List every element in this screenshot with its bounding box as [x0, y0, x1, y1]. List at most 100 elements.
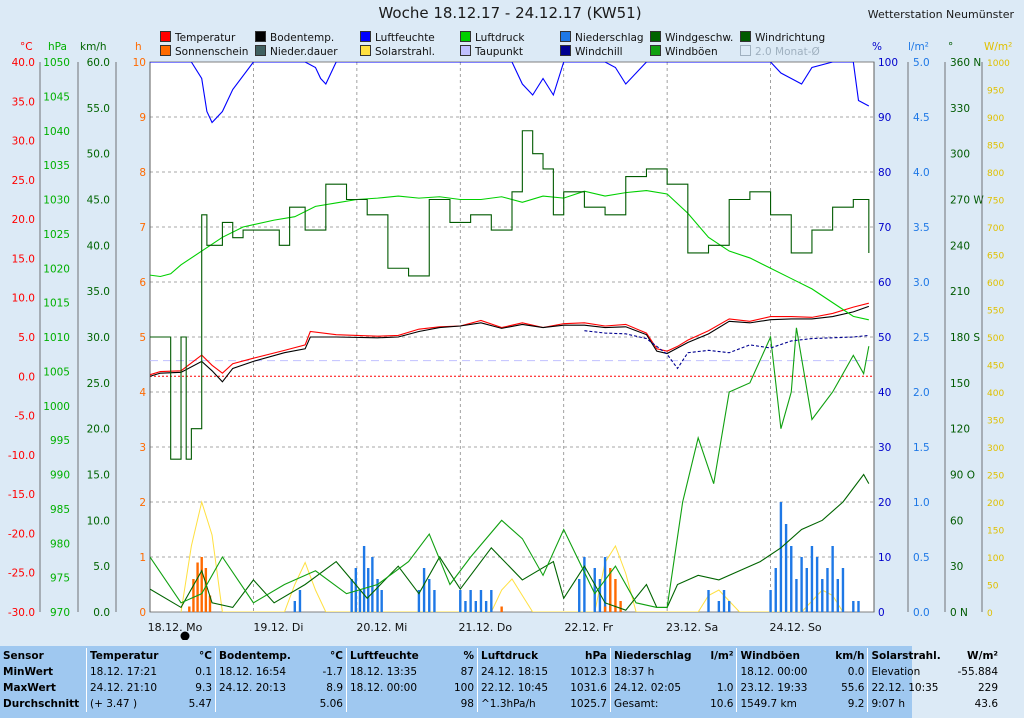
day-label: 19.12. Di — [253, 621, 303, 634]
stats-header: Bodentemp. — [215, 648, 304, 664]
bar-Sonnenschein — [614, 579, 617, 612]
bar-Niederschlag — [774, 568, 777, 612]
stats-row: MaxWert 24.12. 21:10 9.3 24.12. 20:13 8.9 18.… — [0, 680, 1001, 696]
axis-tick-sun: 9 — [139, 112, 146, 124]
series-Bodentemp. — [150, 305, 870, 383]
bar-Niederschlag — [784, 524, 788, 612]
bar-Niederschlag — [598, 579, 602, 612]
stats-cell-value: 43.6 — [974, 698, 999, 710]
axis-tick-humidity: 60 — [878, 277, 891, 289]
axis-tick-direction: 330 — [950, 103, 970, 115]
axis-tick-wind: 30.0 — [87, 332, 110, 344]
bar-Niederschlag — [484, 601, 488, 612]
axis-tick-humidity: 90 — [878, 112, 891, 124]
axis-tick-sun: 10 — [133, 57, 146, 69]
stats-cell: 24.12. 18:15 — [477, 664, 564, 680]
axis-tick-solar: 200 — [987, 499, 1004, 509]
legend-label: 2.0 Monat-Ø — [755, 46, 820, 58]
stats-header: Luftdruck — [477, 648, 564, 664]
legend: Temperatur Bodentemp. Luftfeuchte Luftdruck… — [160, 31, 830, 59]
bar-Niederschlag — [707, 590, 710, 612]
bar-Niederschlag — [367, 568, 370, 612]
bar-Niederschlag — [836, 579, 839, 612]
bar-Niederschlag — [717, 601, 721, 612]
legend-swatch — [360, 45, 371, 56]
axis-tick-wind: 35.0 — [87, 286, 110, 298]
stats-cell: 22.12. 10:35 — [867, 680, 955, 696]
axis-tick-rain: 3.0 — [913, 277, 930, 289]
axis-tick-solar: 300 — [987, 444, 1004, 454]
axis-unit-temp: °C — [20, 41, 33, 53]
bar-Niederschlag — [831, 546, 834, 612]
legend-item: Windrichtung — [740, 31, 825, 44]
bar-Niederschlag — [376, 579, 379, 612]
axis-tick-temp: 15.0 — [12, 253, 35, 265]
stats-cell: 22.12. 10:45 — [477, 680, 564, 696]
stats-cell: 18.12. 00:00 — [736, 664, 826, 680]
axis-tick-direction: 150 — [950, 378, 970, 390]
stats-cell-value: -55.884 — [957, 666, 999, 678]
bar-Niederschlag — [603, 557, 607, 612]
bar-Niederschlag — [583, 557, 586, 612]
bar-Niederschlag — [795, 579, 798, 612]
legend-swatch — [740, 31, 751, 42]
stats-cell-value: 229 — [977, 682, 999, 694]
bar-Niederschlag — [722, 590, 726, 612]
legend-swatch — [460, 31, 471, 42]
stats-row: MinWert 18.12. 17:21 0.1 18.12. 16:54 -1.7 18… — [0, 664, 1001, 680]
axis-tick-solar: 400 — [987, 389, 1004, 399]
bar-Niederschlag — [857, 601, 860, 612]
axis-tick-pressure: 980 — [50, 538, 70, 550]
stats-cell-value: -1.7 — [322, 666, 344, 678]
bar-Niederschlag — [298, 590, 302, 612]
axis-tick-direction: 30 — [950, 561, 963, 573]
axis-tick-humidity: 10 — [878, 552, 891, 564]
legend-label: Temperatur — [175, 32, 236, 44]
legend-label: Sonnenschein — [175, 46, 249, 58]
stats-cell: 18.12. 16:54 — [215, 664, 304, 680]
stats-cell-value: 1012.3 — [570, 666, 607, 678]
axis-tick-temp: 0.0 — [18, 371, 35, 383]
stats-cell-value: 87 — [460, 666, 474, 678]
axis-tick-rain: 3.5 — [913, 222, 930, 234]
legend-item: Luftdruck — [460, 31, 524, 44]
bar-Sonnenschein — [208, 595, 212, 612]
bar-Niederschlag — [293, 601, 296, 612]
bar-Niederschlag — [593, 568, 596, 612]
bar-Niederschlag — [810, 546, 814, 612]
legend-item: Nieder.dauer — [255, 45, 338, 58]
legend-label: Bodentemp. — [270, 32, 335, 44]
stats-cell-value: 5.06 — [319, 698, 343, 710]
bar-Niederschlag — [728, 601, 731, 612]
bar-Niederschlag — [422, 568, 426, 612]
day-label: 18.12. Mo — [148, 621, 203, 634]
axis-tick-solar: 450 — [987, 362, 1004, 372]
legend-item: 2.0 Monat-Ø — [740, 45, 820, 58]
legend-item: Windböen — [650, 45, 718, 58]
stats-cell-value: 1031.6 — [570, 682, 607, 694]
axis-tick-wind: 15.0 — [87, 470, 110, 482]
bar-Niederschlag — [821, 579, 824, 612]
stats-header-unit: °C — [199, 650, 212, 662]
bar-Niederschlag — [362, 546, 366, 612]
axis-tick-rain: 1.5 — [913, 442, 930, 454]
axis-tick-humidity: 0 — [878, 607, 885, 619]
bar-Niederschlag — [769, 590, 772, 612]
axis-tick-solar: 50 — [987, 582, 999, 592]
stats-row-label: MinWert — [3, 666, 54, 678]
legend-swatch — [360, 31, 371, 42]
axis-tick-rain: 5.0 — [913, 57, 930, 69]
series-Windchill — [584, 330, 869, 370]
axis-tick-pressure: 1045 — [43, 91, 70, 103]
stats-cell: Gesamt: — [610, 696, 695, 712]
axis-tick-solar: 700 — [987, 224, 1004, 234]
bar-Sonnenschein — [619, 601, 622, 612]
axis-tick-sun: 8 — [139, 167, 146, 179]
stats-cell: 18.12. 00:00 — [346, 680, 435, 696]
axis-tick-rain: 2.0 — [913, 387, 930, 399]
legend-swatch — [650, 31, 661, 42]
axis-tick-solar: 550 — [987, 307, 1004, 317]
bar-Sonnenschein — [200, 557, 203, 612]
axis-tick-pressure: 985 — [50, 504, 70, 516]
axis-tick-solar: 750 — [987, 197, 1004, 207]
